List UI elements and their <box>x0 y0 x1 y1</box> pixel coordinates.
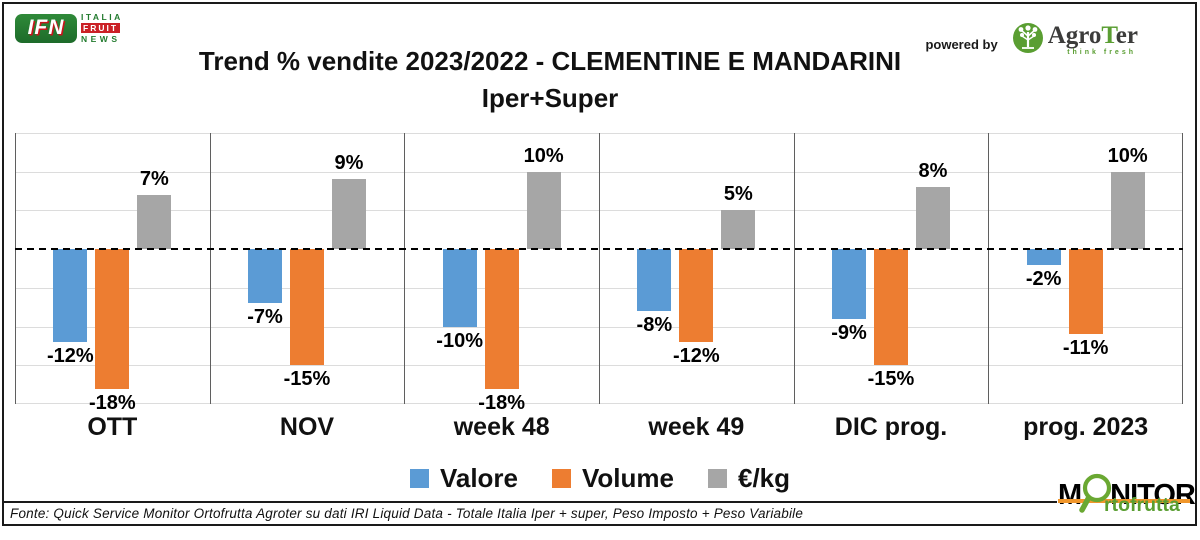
ifn-logo-text: ITALIA FRUIT NEWS <box>81 12 123 44</box>
legend: Valore Volume €/kg <box>0 463 1200 494</box>
bar-value-label: -12% <box>46 345 94 368</box>
chart-title-block: Trend % vendite 2023/2022 - CLEMENTINE E… <box>30 46 1070 114</box>
panel-divider <box>210 133 211 404</box>
bar-value-label: -11% <box>1062 337 1109 360</box>
bar-valore-5 <box>1026 249 1061 265</box>
monitor-m: M <box>1058 479 1082 511</box>
bar-value-label: -7% <box>247 306 283 329</box>
bar-value-label: 8% <box>918 160 948 183</box>
category-label: week 48 <box>453 413 550 441</box>
powered-by-block: powered by AgroTer <box>925 22 1138 59</box>
bar-valore-0 <box>53 249 88 343</box>
ifn-logo-italia: ITALIA <box>81 12 123 22</box>
chart-title: Trend % vendite 2023/2022 - CLEMENTINE E… <box>198 46 902 76</box>
category-axis: OTT NOV week 48 week 49 DIC prog. prog. 2023 <box>15 413 1183 449</box>
panel-divider <box>15 133 16 404</box>
source-note: Fonte: Quick Service Monitor Ortofrutta … <box>10 506 804 521</box>
legend-item-valore: Valore <box>409 463 519 494</box>
ifn-logo-badge: IFN <box>15 13 77 43</box>
legend-label: Valore <box>439 463 519 493</box>
bar-volume-3 <box>679 249 714 343</box>
agroter-wordmark: AgroTer <box>1047 22 1138 49</box>
chart-subtitle: Iper+Super <box>481 83 619 113</box>
panel-divider <box>404 133 405 404</box>
bar-value-label: -18% <box>478 391 525 414</box>
bar-valore-1 <box>248 249 282 304</box>
bar-value-label: -15% <box>867 368 915 391</box>
bar--kg-3 <box>721 210 756 250</box>
monitor-nitor: NITOR <box>1110 479 1196 511</box>
panel-divider <box>1182 133 1183 404</box>
bar-value-label: 7% <box>139 167 169 190</box>
ifn-logo-news: NEWS <box>81 34 121 44</box>
monitor-sub-wordmark: rtofrutta <box>1104 494 1180 516</box>
bar-volume-0 <box>95 249 130 389</box>
panel-divider <box>988 133 989 404</box>
monitor-wordmark: M NITOR <box>1058 470 1196 523</box>
bar-volume-2 <box>484 249 519 389</box>
agroter-tree-icon <box>1012 22 1044 59</box>
bar-valore-2 <box>442 249 477 327</box>
panel-divider <box>794 133 795 404</box>
bar-value-label: 10% <box>523 144 564 167</box>
legend-item-volume: Volume <box>552 463 674 494</box>
legend-swatch <box>552 469 572 488</box>
bar-value-label: 5% <box>723 183 753 206</box>
legend-item--kg: €/kg <box>708 463 790 494</box>
magnifier-icon <box>1078 473 1114 523</box>
legend-label: Volume <box>582 463 674 493</box>
bar-volume-5 <box>1068 249 1103 335</box>
monitor-orange-bar <box>1058 499 1190 503</box>
bar-value-label: -10% <box>436 329 483 352</box>
legend-swatch <box>708 469 727 488</box>
category-label: prog. 2023 <box>1023 413 1149 441</box>
bar-valore-3 <box>637 249 672 312</box>
bar-value-label: -18% <box>88 391 136 414</box>
bar-value-label: 9% <box>334 152 364 175</box>
legend-label: €/kg <box>738 463 791 493</box>
legend-swatch <box>409 469 429 488</box>
bar-value-label: -9% <box>831 321 867 344</box>
category-label: week 49 <box>648 413 745 441</box>
bar-value-label: -2% <box>1025 267 1062 290</box>
bar-value-label: -8% <box>636 314 673 337</box>
monitor-ortofrutta-logo: M NITOR rtofrutta <box>1058 470 1196 523</box>
bar-value-label: 10% <box>1107 144 1148 167</box>
powered-by-label: powered by <box>925 37 998 52</box>
bar--kg-0 <box>137 194 172 250</box>
ifn-logo: IFN ITALIA FRUIT NEWS <box>15 12 123 44</box>
bar-volume-4 <box>874 249 908 366</box>
panel-divider <box>599 133 600 404</box>
category-label: NOV <box>279 413 335 441</box>
agroter-logo: AgroTer think fresh <box>1012 22 1138 59</box>
bar--kg-4 <box>916 187 950 250</box>
bar--kg-5 <box>1110 171 1145 250</box>
ifn-logo-fruit: FRUIT <box>81 23 121 33</box>
bar-volume-1 <box>290 249 324 366</box>
category-label: OTT <box>87 413 138 441</box>
bar--kg-1 <box>332 179 366 250</box>
bar-value-label: -15% <box>283 368 331 391</box>
agroter-tagline: think fresh <box>1067 49 1136 56</box>
footer-divider <box>2 501 1057 503</box>
bar-value-label: -12% <box>672 345 720 368</box>
zero-baseline <box>15 248 1183 251</box>
category-label: DIC prog. <box>834 413 948 441</box>
bar--kg-2 <box>526 171 561 250</box>
plot-area: -12% -18% 7% -7% -15% 9% -10% -18% 10% -8% -12% 5% -… <box>15 133 1183 414</box>
bar-valore-4 <box>832 249 866 319</box>
